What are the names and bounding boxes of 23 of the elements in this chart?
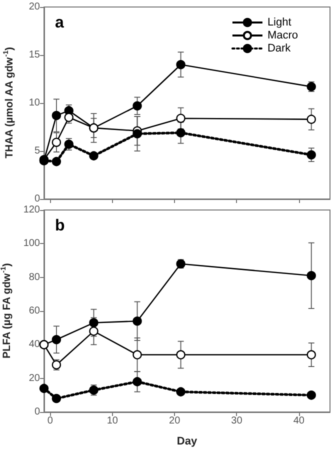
y-tick-label: 20	[28, 372, 40, 384]
y-tick-label: 5	[34, 146, 40, 156]
y-tick-label: 120	[23, 204, 40, 216]
y-tick-label: 0	[34, 194, 40, 204]
y-tick-label: 15	[28, 50, 40, 60]
y-tick-label: 10	[28, 98, 40, 108]
y-tick-label: 60	[28, 306, 40, 316]
chart-title: a	[55, 14, 64, 32]
x-tick-label: 10	[106, 416, 118, 426]
y-tick-label: 40	[28, 339, 40, 350]
legend-label: Light	[267, 16, 292, 28]
y-tick-label: 20	[28, 2, 40, 12]
y-tick-label: 100	[23, 238, 40, 250]
x-tick-label: 30	[231, 416, 243, 426]
legend-label: Macro	[267, 30, 298, 42]
x-tick-label: 40	[293, 416, 305, 426]
y-tick-label: 80	[28, 272, 40, 283]
y-tick-label: 0	[34, 406, 40, 418]
chart-title: b	[55, 218, 65, 234]
x-tick-label: 0	[47, 416, 54, 426]
legend-label: Dark	[267, 42, 292, 54]
x-axis-title: Day	[176, 436, 198, 448]
x-tick-label: 20	[169, 416, 181, 426]
